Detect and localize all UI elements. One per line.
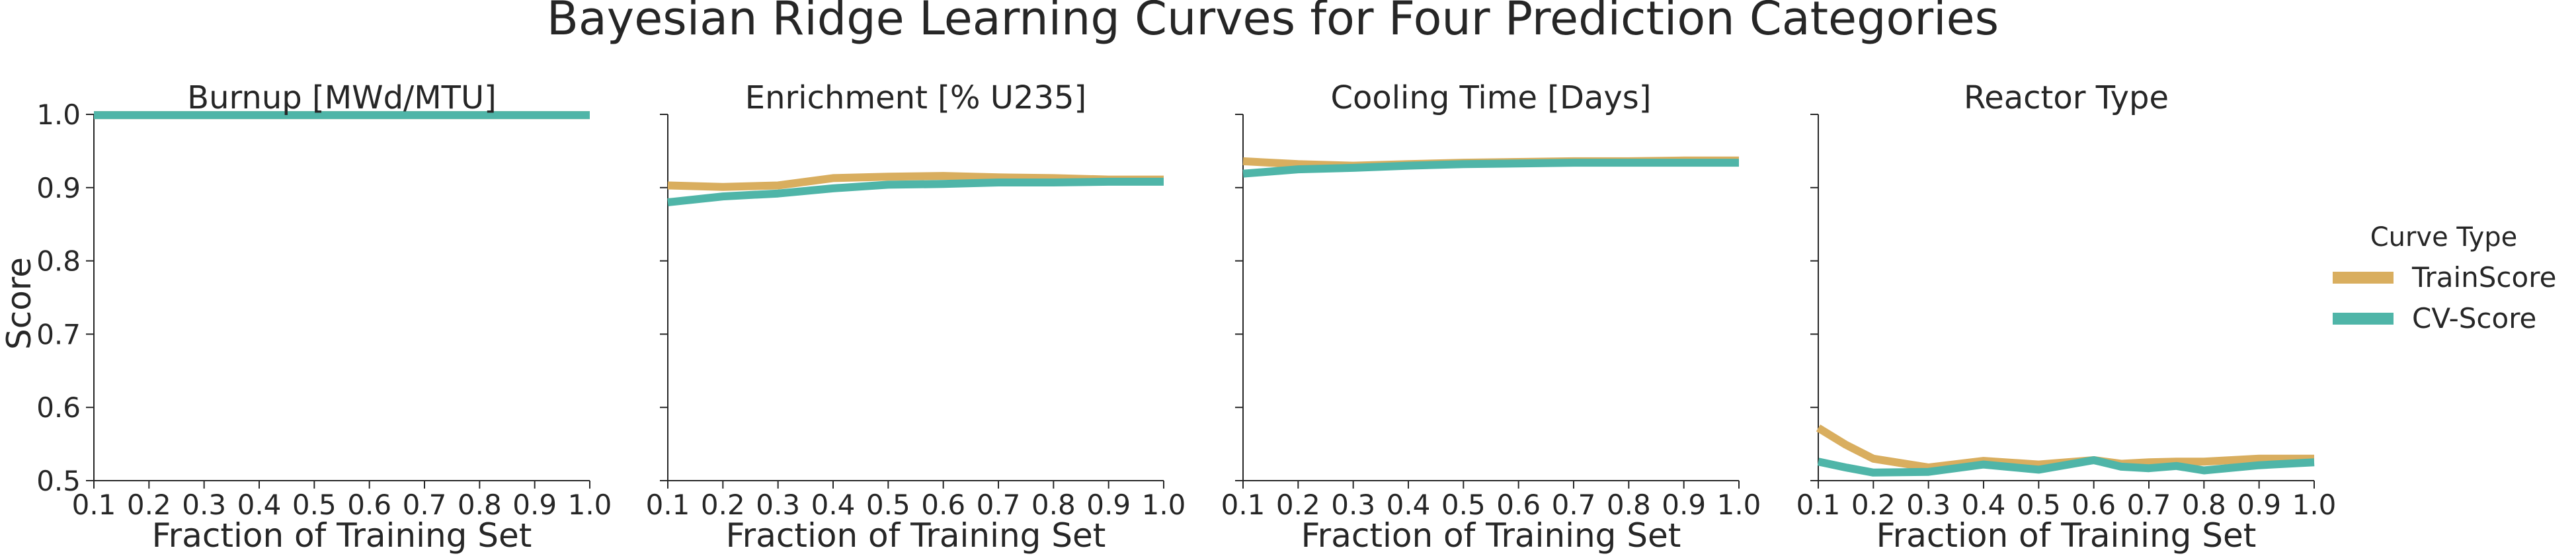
x-tick-label: 0.8 xyxy=(458,489,502,521)
x-tick-label: 0.2 xyxy=(701,489,745,521)
subplot-1: 0.5 0.6 0.7 0.8 0.9 1.0 0.1 0.2 0.3 0.4 0.5 0.6 0.7 0… xyxy=(36,79,612,555)
x-tick-label: 1.0 xyxy=(1717,489,1761,521)
x-tick-label: 0.5 xyxy=(866,489,910,521)
x-axis-label: Fraction of Training Set xyxy=(1301,516,1681,555)
series-line-cv-score xyxy=(1242,159,1739,178)
subplot-3: 0.1 0.2 0.3 0.4 0.5 0.6 0.7 0.8 0.9 1.0 Fraction o… xyxy=(1221,79,1761,555)
x-tick-label: 1.0 xyxy=(1142,489,1186,521)
legend: Curve Type TrainScore CV-Score xyxy=(2333,222,2556,335)
x-tick-label: 0.1 xyxy=(72,489,116,521)
subplot-title: Enrichment [% U235] xyxy=(745,79,1087,116)
y-tick-label: 1.0 xyxy=(36,99,81,131)
x-tick-label: 0.5 xyxy=(2017,489,2061,521)
x-tick-label: 0.7 xyxy=(977,489,1021,521)
subplot-2: 0.1 0.2 0.3 0.4 0.5 0.6 0.7 0.8 0.9 1.0 Fraction o… xyxy=(646,79,1186,555)
x-tick-label: 1.0 xyxy=(568,489,612,521)
y-axis-label: Score xyxy=(0,257,38,350)
x-tick-label: 0.7 xyxy=(2127,489,2171,521)
x-tick-label: 0.5 xyxy=(1441,489,1486,521)
x-tick-label: 0.6 xyxy=(1496,489,1541,521)
x-tick-label: 0.3 xyxy=(1331,489,1375,521)
series-line-cv-score xyxy=(667,177,1164,206)
x-tick-label: 0.6 xyxy=(347,489,391,521)
x-axis-label: Fraction of Training Set xyxy=(152,516,532,555)
y-tick-label: 0.5 xyxy=(36,465,81,497)
x-tick-label: 0.4 xyxy=(1387,489,1431,521)
x-tick-label: 0.9 xyxy=(2237,489,2281,521)
x-tick-label: 0.2 xyxy=(1851,489,1896,521)
x-tick-label: 0.7 xyxy=(1552,489,1596,521)
legend-label-trainscore: TrainScore xyxy=(2411,261,2556,294)
x-tick-label: 1.0 xyxy=(2292,489,2337,521)
x-tick-label: 0.1 xyxy=(1221,489,1266,521)
legend-label-cv-score: CV-Score xyxy=(2412,302,2536,335)
y-tick-label: 0.7 xyxy=(36,318,81,350)
x-tick-label: 0.9 xyxy=(512,489,557,521)
figure-title: Bayesian Ridge Learning Curves for Four … xyxy=(547,0,1999,46)
x-tick-label: 0.8 xyxy=(1031,489,1076,521)
x-tick-label: 0.3 xyxy=(1906,489,1951,521)
x-tick-label: 0.4 xyxy=(237,489,282,521)
x-tick-label: 0.3 xyxy=(756,489,800,521)
x-tick-label: 0.1 xyxy=(646,489,690,521)
subplot-panels: 0.50.60.70.80.91.00.1 0.2 0.3 0.4 0.5 0.6 0.7 0… xyxy=(36,79,2336,555)
x-tick-label: 0.7 xyxy=(403,489,447,521)
subplot-title: Burnup [MWd/MTU] xyxy=(187,79,497,116)
legend-title: Curve Type xyxy=(2370,222,2518,253)
y-tick-label: 0.9 xyxy=(36,172,81,204)
x-tick-label: 0.4 xyxy=(811,489,856,521)
x-tick-label: 0.3 xyxy=(182,489,226,521)
x-tick-label: 0.9 xyxy=(1662,489,1706,521)
series-line-cv-score xyxy=(1817,456,2315,477)
x-tick-label: 0.2 xyxy=(1276,489,1320,521)
subplot-title: Reactor Type xyxy=(1964,79,2169,116)
x-tick-label: 0.8 xyxy=(1607,489,1651,521)
x-axis-label: Fraction of Training Set xyxy=(1876,516,2257,555)
subplot-title: Cooling Time [Days] xyxy=(1330,79,1651,116)
y-tick-label: 0.8 xyxy=(36,245,81,278)
x-tick-label: 0.4 xyxy=(1962,489,2006,521)
x-tick-label: 0.2 xyxy=(127,489,171,521)
x-tick-label: 0.1 xyxy=(1796,489,1841,521)
x-tick-label: 0.6 xyxy=(921,489,965,521)
subplot-4: 0.1 0.2 0.3 0.4 0.5 0.6 0.7 0.8 0.9 1.0 Fraction o… xyxy=(1796,79,2337,555)
x-tick-label: 0.5 xyxy=(292,489,337,521)
x-tick-label: 0.9 xyxy=(1086,489,1131,521)
x-tick-label: 0.8 xyxy=(2182,489,2226,521)
x-tick-label: 0.6 xyxy=(2072,489,2116,521)
x-axis-label: Fraction of Training Set xyxy=(726,516,1106,555)
y-tick-label: 0.6 xyxy=(36,391,81,424)
